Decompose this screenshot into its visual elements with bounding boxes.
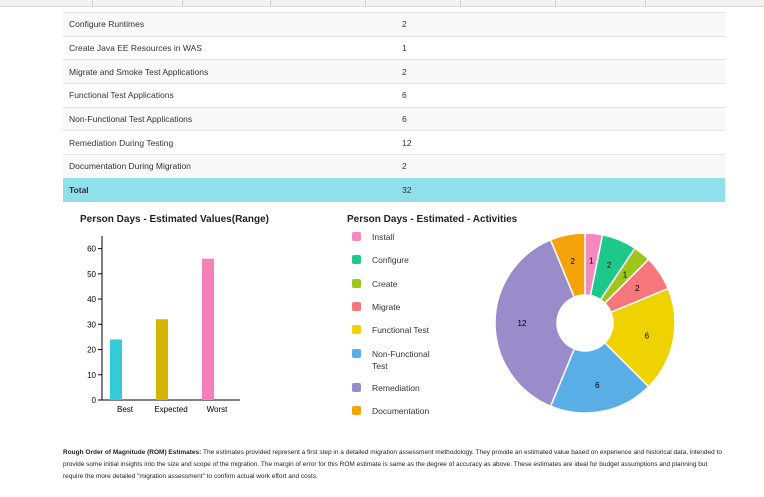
table-row: Migrate and Smoke Test Applications 2 (63, 59, 725, 84)
slice-functional-test (603, 287, 676, 388)
toolbar-divider (460, 0, 461, 6)
bar-worst (202, 258, 214, 400)
toolbar-divider (270, 0, 271, 6)
total-label: Total (63, 177, 402, 202)
slice-label: 6 (645, 331, 650, 340)
table-row: Configure Runtimes 2 (63, 12, 725, 37)
activity-cell: Functional Test Applications (63, 83, 402, 108)
activity-cell: Migrate and Smoke Test Applications (63, 59, 402, 84)
table-row: Documentation During Migration 2 (63, 154, 725, 179)
legend-label: Remediation (372, 382, 420, 393)
legend-label: Documentation (372, 405, 430, 416)
x-tick-label: Best (117, 405, 134, 414)
legend-label: Create (372, 278, 398, 289)
total-value: 32 (402, 177, 725, 202)
legend-label: Configure (372, 255, 409, 266)
toolbar-divider (182, 0, 183, 6)
slice-non-functional-test (549, 341, 650, 414)
toolbar-divider (555, 0, 556, 6)
activity-cell: Remediation During Testing (63, 130, 402, 155)
activity-cell: Documentation During Migration (63, 154, 402, 179)
days-cell: 2 (402, 12, 725, 37)
days-cell: 6 (402, 106, 725, 131)
pie-chart-title: Person Days - Estimated - Activities (347, 214, 518, 225)
y-tick-label: 30 (87, 320, 96, 329)
legend-swatch (352, 301, 361, 311)
bar-expected (156, 319, 168, 400)
rom-label: Rough Order of Magnitude (ROM) Estimates… (63, 449, 202, 456)
activity-cell: Non-Functional Test Applications (63, 106, 402, 131)
days-cell: 1 (402, 35, 725, 60)
toolbar-divider (92, 0, 93, 6)
legend-swatch (352, 255, 361, 265)
slice-label: 2 (635, 284, 640, 293)
table-row: Create Java EE Resources in WAS 1 (63, 35, 725, 60)
toolbar-divider (645, 0, 646, 6)
days-cell: 2 (402, 59, 725, 84)
browser-top-strip (0, 0, 764, 7)
y-tick-label: 20 (87, 346, 96, 355)
total-row: Total 32 (63, 177, 725, 202)
y-tick-label: 0 (92, 396, 97, 405)
y-tick-label: 40 (87, 295, 96, 304)
bar-best (110, 339, 122, 400)
legend-swatch (352, 382, 361, 392)
estimates-table: Configure Runtimes 2 Create Java EE Reso… (63, 12, 725, 202)
legend-swatch (352, 348, 361, 358)
y-tick-label: 50 (87, 270, 96, 279)
range-bar-chart: 0 10 20 30 40 50 60 Best Expected Worst (87, 236, 240, 414)
legend-label: Functional Test (372, 325, 430, 336)
legend-swatch (352, 278, 361, 288)
x-tick-label: Expected (154, 405, 187, 414)
slice-label: 1 (589, 256, 594, 265)
days-cell: 2 (402, 154, 725, 179)
toolbar-divider (365, 0, 366, 6)
slice-label: 12 (518, 319, 527, 328)
y-tick-label: 60 (87, 245, 96, 254)
legend-swatch (352, 325, 361, 335)
days-cell: 12 (402, 130, 725, 155)
table-row: Remediation During Testing 12 (63, 130, 725, 155)
days-cell: 6 (402, 83, 725, 108)
slice-label: 6 (595, 381, 600, 390)
x-tick-label: Worst (207, 405, 229, 414)
bar-chart-title: Person Days - Estimated Values(Range) (80, 214, 269, 225)
slice-label: 2 (607, 261, 612, 270)
slice-label: 1 (623, 270, 628, 279)
rom-note: Rough Order of Magnitude (ROM) Estimates… (63, 447, 725, 483)
slice-label: 2 (570, 257, 575, 266)
legend-label: Migrate (372, 301, 401, 312)
activity-cell: Configure Runtimes (63, 12, 402, 37)
table-row: Non-Functional Test Applications 6 (63, 106, 725, 131)
slice-remediation (494, 238, 576, 408)
slice-documentation (549, 232, 586, 299)
legend-label: Non-Functional Test (372, 348, 430, 371)
legend-swatch (352, 405, 361, 415)
table-row: Functional Test Applications 6 (63, 83, 725, 108)
activity-cell: Create Java EE Resources in WAS (63, 35, 402, 60)
legend-label: Install (372, 232, 395, 242)
y-tick-label: 10 (87, 371, 96, 380)
legend-swatch (352, 232, 361, 241)
rom-text: The estimates provided represent a first… (63, 449, 722, 480)
